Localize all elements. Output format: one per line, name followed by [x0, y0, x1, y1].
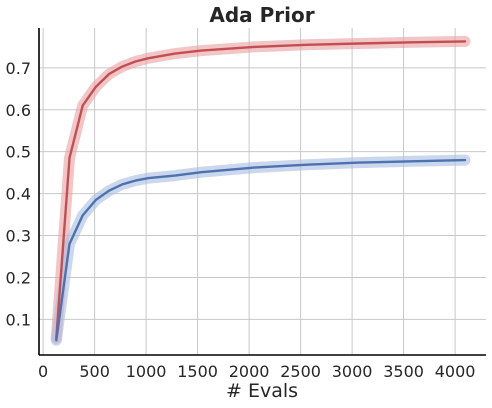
x-tick-label: 3000	[332, 362, 373, 381]
y-tick-label: 0.4	[6, 185, 31, 204]
x-tick-label: 0	[38, 362, 48, 381]
x-tick-label: 2000	[229, 362, 270, 381]
series-lines	[55, 40, 467, 342]
x-tick-label: 2500	[280, 362, 321, 381]
y-tick-label: 0.1	[6, 310, 31, 329]
y-gridlines	[39, 67, 486, 320]
x-tick-label: 4000	[435, 362, 476, 381]
y-tick-label: 0.7	[6, 59, 31, 78]
y-tick-labels: 0.1 0.2 0.3 0.4 0.5 0.6 0.7	[6, 59, 31, 330]
x-tick-labels: 0 500 1000 1500 2000 2500 3000 3500 4000	[38, 362, 475, 381]
y-tick-label: 0.3	[6, 227, 31, 246]
x-tick-label: 1500	[177, 362, 218, 381]
y-tick-label: 0.5	[6, 143, 31, 162]
x-tick-label: 3500	[383, 362, 424, 381]
chart-title: Ada Prior	[209, 3, 314, 27]
series-line-2	[55, 158, 467, 342]
y-tick-label: 0.2	[6, 268, 31, 287]
x-tick-label: 1000	[126, 362, 167, 381]
x-tick-label: 500	[79, 362, 110, 381]
series-line-1	[55, 40, 467, 340]
y-tick-label: 0.6	[6, 101, 31, 120]
x-axis-title: # Evals	[226, 380, 298, 402]
